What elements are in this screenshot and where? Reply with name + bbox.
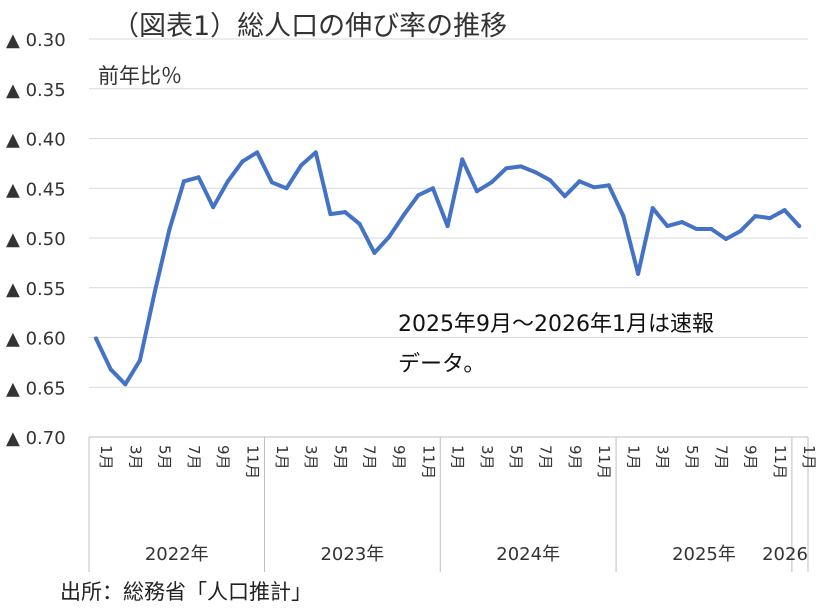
- x-month-label: 3月: [478, 445, 496, 470]
- x-month-label: 9月: [214, 445, 232, 470]
- data-point: [548, 178, 553, 183]
- x-axis: 1月 3月 5月 7月 9月 11月 1月 3月 5月 7月 9月 11月 1月 3月 5月 7月 9月 11月 1…: [88, 436, 816, 572]
- data-point: [181, 179, 186, 184]
- data-point: [269, 180, 274, 185]
- x-month-label: 5月: [683, 445, 701, 470]
- data-point: [445, 224, 450, 229]
- x-month-label: 1月: [97, 445, 115, 470]
- data-point: [753, 214, 758, 219]
- data-point: [401, 213, 406, 218]
- data-point: [416, 193, 421, 198]
- data-point: [723, 236, 728, 241]
- data-point: [225, 179, 230, 184]
- data-point: [313, 150, 318, 155]
- data-point: [460, 157, 465, 162]
- x-month-label: 7月: [361, 445, 379, 470]
- y-axis-unit-label: 前年比％: [98, 64, 182, 88]
- y-axis-ticks: ▲ 0.30 ▲ 0.35 ▲ 0.40 ▲ 0.45 ▲ 0.50 ▲ 0.55 ▲ 0.…: [6, 30, 66, 449]
- data-point: [680, 220, 684, 225]
- data-point: [474, 189, 479, 194]
- data-point: [299, 163, 304, 168]
- data-point: [211, 205, 216, 210]
- source-note: 出所：総務省「人口推計」: [60, 580, 312, 604]
- x-year-label: 2026: [762, 544, 808, 565]
- data-point: [196, 175, 201, 180]
- data-point: [504, 166, 509, 171]
- data-point: [387, 235, 391, 240]
- x-month-label: 3月: [654, 445, 672, 470]
- data-point: [152, 290, 157, 295]
- x-month-label: 11月: [595, 445, 613, 479]
- data-point: [489, 180, 494, 185]
- x-month-label: 5月: [507, 445, 525, 470]
- y-tick-label: ▲ 0.50: [6, 229, 66, 250]
- x-month-label: 5月: [156, 445, 174, 470]
- data-point: [372, 250, 377, 255]
- y-tick-label: ▲ 0.60: [6, 329, 66, 350]
- x-month-label: 7月: [537, 445, 555, 470]
- x-year-label: 2024年: [496, 544, 560, 565]
- data-point: [123, 382, 128, 387]
- data-point: [797, 224, 802, 229]
- x-month-label: 9月: [566, 445, 584, 470]
- x-month-label: 1月: [800, 445, 816, 470]
- y-tick-label: ▲ 0.65: [6, 378, 66, 399]
- data-point: [255, 150, 260, 155]
- data-point: [518, 164, 523, 169]
- x-month-label: 1月: [624, 445, 642, 470]
- data-point: [284, 186, 289, 191]
- x-month-label: 11月: [244, 445, 262, 479]
- y-tick-label: ▲ 0.30: [6, 30, 66, 51]
- y-tick-label: ▲ 0.55: [6, 279, 66, 300]
- y-tick-label: ▲ 0.45: [6, 179, 66, 200]
- data-point: [328, 212, 333, 217]
- x-month-label: 7月: [185, 445, 203, 470]
- x-year-label: 2025年: [672, 544, 736, 565]
- data-point: [621, 214, 626, 219]
- x-month-label: 3月: [302, 445, 320, 470]
- x-month-label: 1月: [273, 445, 291, 470]
- data-point: [533, 170, 538, 175]
- data-point: [562, 194, 567, 199]
- x-month-label: 7月: [712, 445, 730, 470]
- data-point: [357, 222, 362, 227]
- y-tick-label: ▲ 0.70: [6, 428, 66, 449]
- data-point: [782, 208, 787, 213]
- data-point: [108, 367, 113, 372]
- data-point: [665, 224, 670, 229]
- x-month-label: 1月: [449, 445, 467, 470]
- data-point: [694, 227, 699, 232]
- data-point: [167, 228, 172, 233]
- data-point: [430, 186, 435, 191]
- data-point: [577, 179, 582, 184]
- data-point: [592, 185, 597, 190]
- data-point: [709, 227, 714, 232]
- data-point: [94, 336, 98, 341]
- y-tick-label: ▲ 0.35: [6, 80, 66, 101]
- data-point: [636, 271, 641, 276]
- annotation-line-2: データ。: [398, 352, 486, 377]
- x-month-label: 11月: [419, 445, 437, 479]
- chart-title: （図表1）総人口の伸び率の推移: [112, 11, 508, 42]
- x-month-label: 11月: [771, 445, 789, 479]
- data-point: [343, 210, 348, 215]
- x-month-label: 3月: [126, 445, 144, 470]
- series-layer: [94, 150, 802, 387]
- x-month-label: 5月: [331, 445, 349, 470]
- y-tick-label: ▲ 0.40: [6, 130, 66, 151]
- x-year-label: 2022年: [145, 544, 209, 565]
- x-year-label: 2023年: [320, 544, 384, 565]
- data-point: [738, 229, 743, 234]
- annotation-line-1: 2025年9月～2026年1月は速報: [398, 312, 714, 337]
- data-point: [240, 159, 245, 164]
- data-point: [650, 206, 655, 211]
- data-point: [606, 183, 611, 188]
- data-point: [137, 358, 142, 363]
- x-month-label: 9月: [742, 445, 760, 470]
- x-month-label: 9月: [390, 445, 408, 470]
- data-point: [767, 216, 772, 221]
